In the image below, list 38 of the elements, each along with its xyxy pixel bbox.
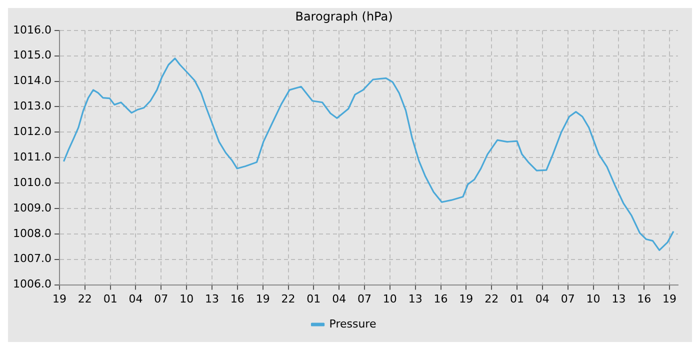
x-tick-label: 13 <box>408 292 422 306</box>
y-tick-label: 1012.0 <box>12 125 52 138</box>
x-tick-label: 01 <box>103 292 118 306</box>
y-tick-label: 1011.0 <box>12 150 52 164</box>
x-tick-label: 01 <box>306 292 321 306</box>
y-tick-label: 1016.0 <box>12 23 52 36</box>
legend-label: Pressure <box>329 317 376 330</box>
x-tick-label: 16 <box>230 292 244 306</box>
x-tick-label: 10 <box>586 292 600 306</box>
x-tick-label: 13 <box>205 292 219 306</box>
y-tick-label: 1006.0 <box>12 278 52 291</box>
y-tick-label: 1009.0 <box>12 201 52 214</box>
x-tick-label: 04 <box>128 292 143 306</box>
x-tick-label: 01 <box>510 292 524 306</box>
x-tick-label: 10 <box>382 292 397 306</box>
x-tick-label: 07 <box>358 292 372 306</box>
y-tick-label: 1013.0 <box>12 100 52 113</box>
x-tick-label: 22 <box>281 292 296 306</box>
y-tick-label: 1010.0 <box>12 176 52 189</box>
x-tick-label: 16 <box>637 292 652 306</box>
y-tick-label: 1015.0 <box>12 48 52 62</box>
y-tick-label: 1007.0 <box>12 252 52 266</box>
x-tick-label: 22 <box>484 292 499 306</box>
chart-title: Barograph (hPa) <box>295 9 393 24</box>
x-tick-label: 07 <box>560 292 575 306</box>
x-tick-label: 04 <box>535 292 550 306</box>
x-tick-label: 04 <box>332 292 346 306</box>
x-tick-label: 19 <box>52 292 66 306</box>
x-tick-label: 22 <box>78 292 92 306</box>
x-tick-label: 19 <box>459 292 474 306</box>
x-tick-label: 13 <box>612 292 626 306</box>
x-tick-label: 19 <box>256 292 270 306</box>
y-tick-label: 1014.0 <box>12 74 52 88</box>
y-tick-label: 1008.0 <box>12 226 52 240</box>
x-tick-label: 19 <box>662 292 677 306</box>
x-tick-label: 16 <box>434 292 448 306</box>
x-tick-label: 07 <box>154 292 168 306</box>
x-tick-label: 10 <box>180 292 194 306</box>
